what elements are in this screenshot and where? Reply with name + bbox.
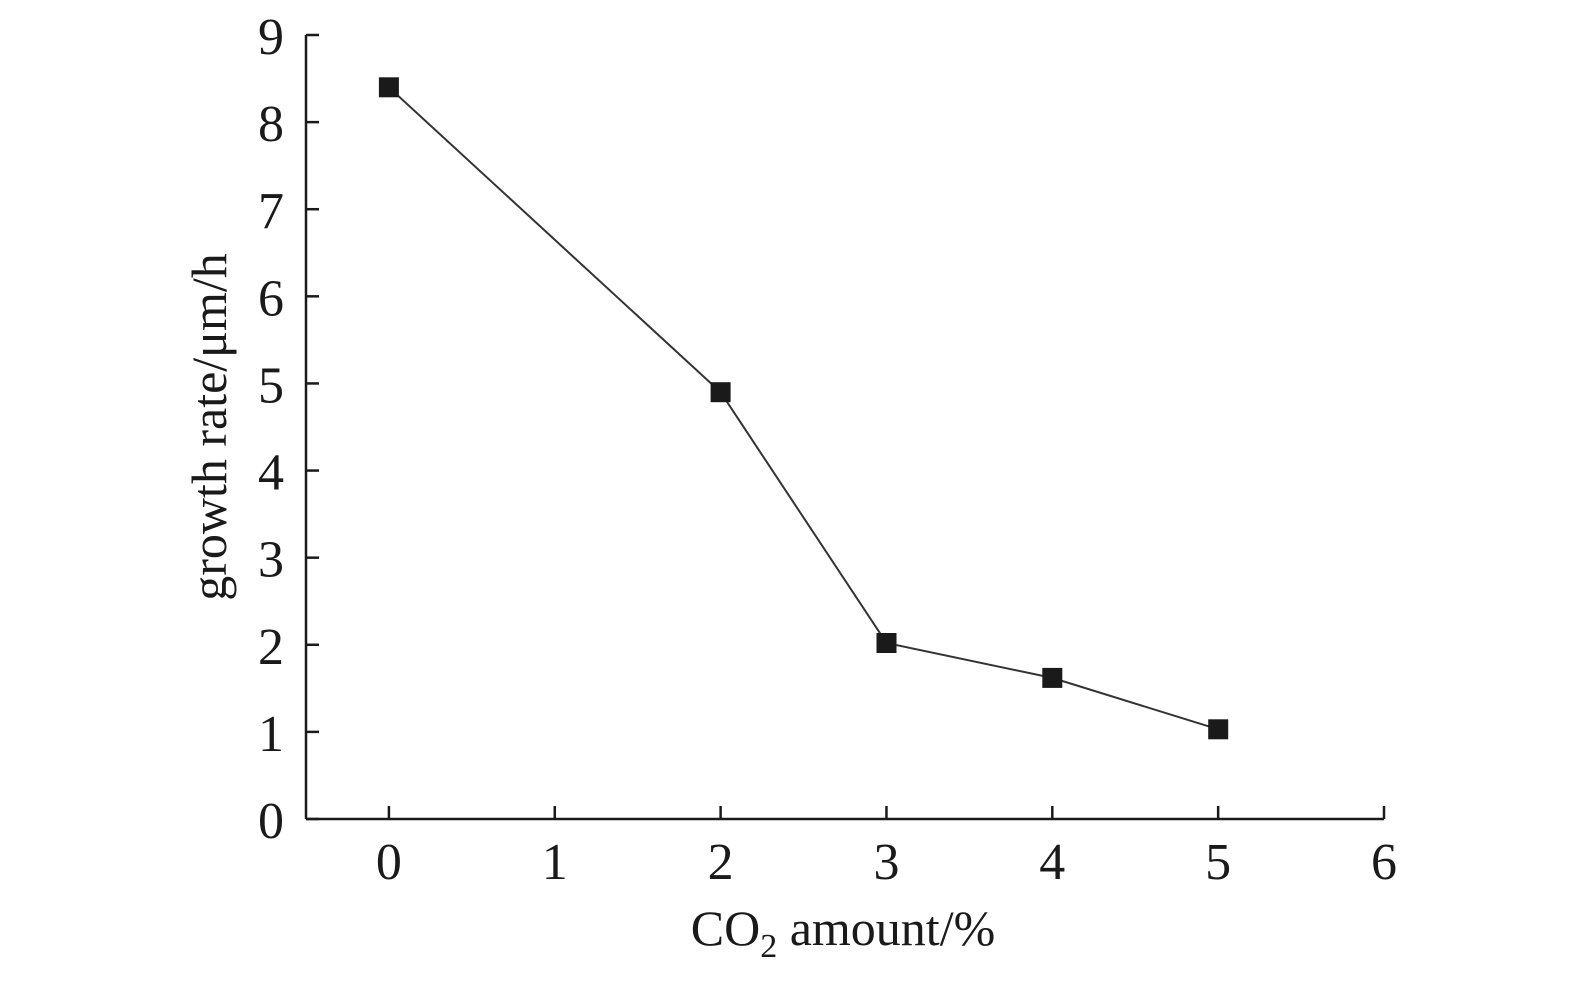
ticks: 0 1 2 3 4 5 6 7 8 9 0 1 2 3 4 5 6 [258, 9, 1397, 891]
data-point-marker [876, 633, 897, 653]
y-tick-label: 5 [258, 357, 284, 414]
series [378, 77, 1229, 740]
x-tick-label: 1 [542, 834, 568, 891]
y-tick-label: 7 [258, 183, 284, 240]
x-tick-label: 5 [1205, 834, 1231, 891]
data-point-marker [710, 382, 731, 403]
y-tick-label: 8 [258, 96, 284, 153]
data-point-marker [1042, 667, 1063, 688]
x-axis-label-subscript: 2 [760, 928, 777, 965]
x-tick-label: 4 [1039, 834, 1065, 891]
y-tick-label: 2 [258, 619, 284, 676]
data-point-marker [378, 77, 399, 98]
axes [304, 35, 1384, 821]
x-axis-label-suffix: amount/% [777, 900, 995, 956]
y-tick-label: 3 [258, 532, 284, 589]
x-axis-label: CO2 amount/% [691, 900, 996, 965]
y-tick-label: 1 [258, 706, 284, 763]
y-tick-label: 9 [258, 9, 284, 66]
series-line [388, 86, 1219, 731]
x-tick-label: 3 [873, 834, 899, 891]
x-tick-label: 0 [376, 834, 402, 891]
y-tick-label: 6 [258, 270, 284, 327]
y-axis-label: growth rate/μm/h [181, 253, 237, 601]
data-point-marker [1208, 719, 1229, 740]
x-tick-label: 2 [708, 834, 734, 891]
x-tick-label: 6 [1371, 834, 1397, 891]
x-axis-label-main: CO [691, 900, 760, 956]
y-tick-label: 4 [258, 445, 284, 502]
y-tick-label: 0 [258, 793, 284, 850]
